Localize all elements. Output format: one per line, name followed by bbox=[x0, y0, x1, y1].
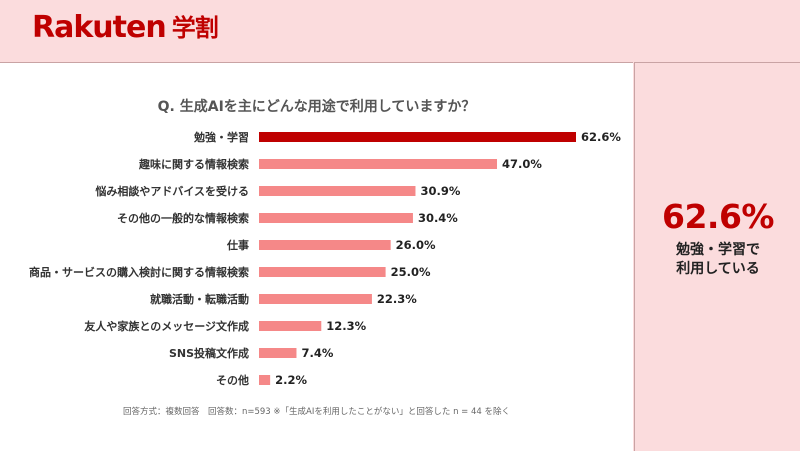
category-label: 就職活動・転職活動 bbox=[150, 292, 249, 306]
header: Rakuten 学割 bbox=[0, 0, 800, 62]
chart-title: Q. 生成AIを主にどんな用途で利用していますか？ bbox=[157, 99, 476, 115]
bar bbox=[259, 348, 297, 358]
bar bbox=[259, 132, 576, 142]
highlight-panel: 62.6% 勉強・学習で 利用している bbox=[634, 62, 800, 451]
category-label: その他の一般的な情報検索 bbox=[117, 211, 249, 225]
value-label: 26.0% bbox=[396, 238, 436, 252]
category-label: その他 bbox=[216, 373, 249, 387]
rakuten-gakuwari-logo[interactable]: Rakuten 学割 bbox=[32, 10, 219, 45]
bar bbox=[259, 267, 386, 277]
value-label: 30.4% bbox=[418, 211, 458, 225]
bar bbox=[259, 375, 271, 385]
value-label: 12.3% bbox=[326, 319, 366, 333]
value-label: 47.0% bbox=[502, 157, 542, 171]
chart-panel: Q. 生成AIを主にどんな用途で利用していますか？ 回答方式：複数回答 回答数：… bbox=[0, 62, 633, 451]
bar bbox=[259, 240, 391, 250]
logo-sub: 学割 bbox=[171, 14, 219, 42]
highlight-value: 62.6% bbox=[662, 197, 775, 236]
value-label: 2.2% bbox=[275, 373, 307, 387]
bar bbox=[259, 321, 322, 331]
category-label: 悩み相談やアドバイスを受ける bbox=[94, 184, 249, 198]
highlight-caption-line1: 勉強・学習で bbox=[676, 242, 760, 258]
value-label: 25.0% bbox=[391, 265, 431, 279]
value-label: 22.3% bbox=[377, 292, 417, 306]
bar bbox=[259, 213, 413, 223]
bar bbox=[259, 159, 498, 169]
category-label: 友人や家族とのメッセージ文作成 bbox=[84, 319, 249, 333]
highlight-caption-line2: 利用している bbox=[676, 261, 760, 277]
value-label: 62.6% bbox=[581, 130, 621, 144]
category-label: 趣味に関する情報検索 bbox=[138, 157, 249, 171]
bar bbox=[259, 294, 372, 304]
bar-chart: 勉強・学習 62.6% 趣味に関する情報検索 47.0% 悩み相談やアドバイスを受ける 3… bbox=[29, 130, 621, 387]
value-label: 7.4% bbox=[301, 346, 333, 360]
category-label: 商品・サービスの購入検討に関する情報検索 bbox=[29, 265, 249, 279]
category-label: SNS投稿文作成 bbox=[169, 346, 249, 360]
value-label: 30.9% bbox=[420, 184, 460, 198]
highlight-caption: 勉強・学習で 利用している bbox=[635, 241, 800, 279]
bar bbox=[259, 186, 416, 196]
footnote: 回答方式：複数回答 回答数：n=593 ※「生成AIを利用したことがない」と回答… bbox=[122, 407, 510, 417]
category-label: 仕事 bbox=[226, 238, 249, 252]
logo-wordmark: Rakuten bbox=[32, 10, 167, 45]
category-label: 勉強・学習 bbox=[193, 130, 249, 144]
